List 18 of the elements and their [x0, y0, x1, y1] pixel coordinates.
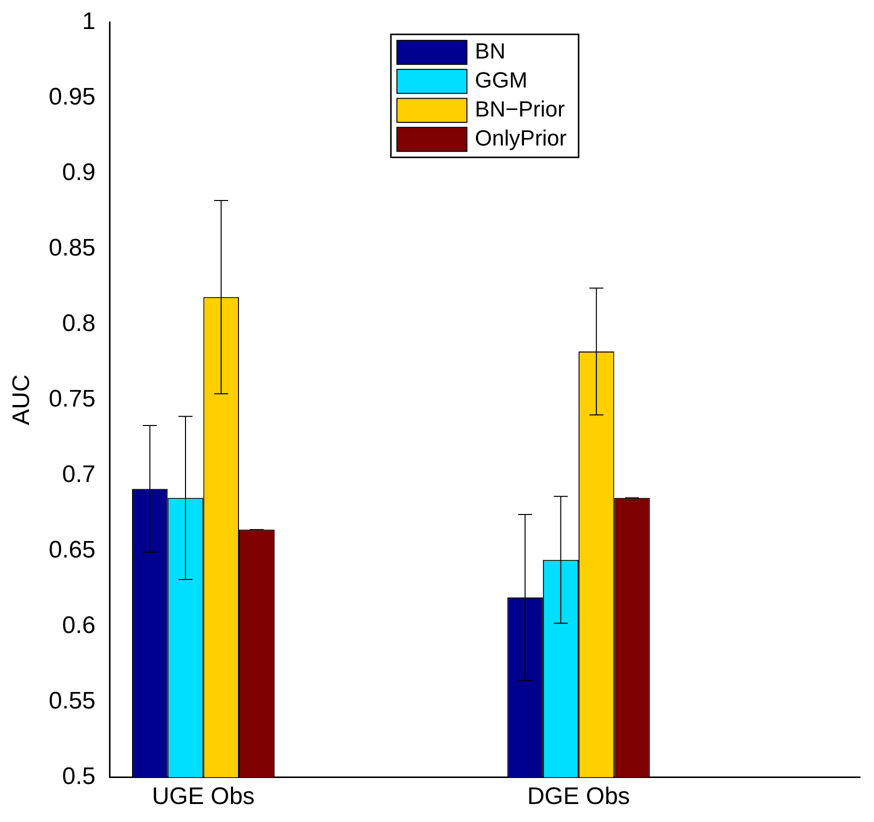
legend-label: OnlyPrior	[474, 125, 567, 150]
y-tick-label: 0.55	[48, 687, 96, 714]
y-tick-label: 0.7	[62, 460, 96, 488]
y-axis-title: AUC	[8, 374, 36, 426]
y-tick-label: 0.5	[62, 762, 96, 790]
y-tick-label: 0.95	[48, 84, 96, 111]
y-tick-label: 0.85	[48, 234, 96, 262]
legend-label: BN	[474, 38, 506, 64]
legend-label: BN−Prior	[474, 96, 565, 122]
y-tick-label: 0.6	[62, 612, 96, 639]
y-tick-label: 0.8	[62, 310, 96, 337]
legend-label: GGM	[474, 67, 528, 92]
y-tick-label: 0.9	[62, 158, 96, 186]
y-tick-label: 1	[82, 8, 96, 36]
x-tick-label: DGE Obs	[527, 783, 630, 810]
x-tick-label: UGE Obs	[152, 783, 255, 810]
y-tick-label: 0.65	[48, 536, 96, 564]
y-tick-label: 0.75	[48, 385, 96, 412]
